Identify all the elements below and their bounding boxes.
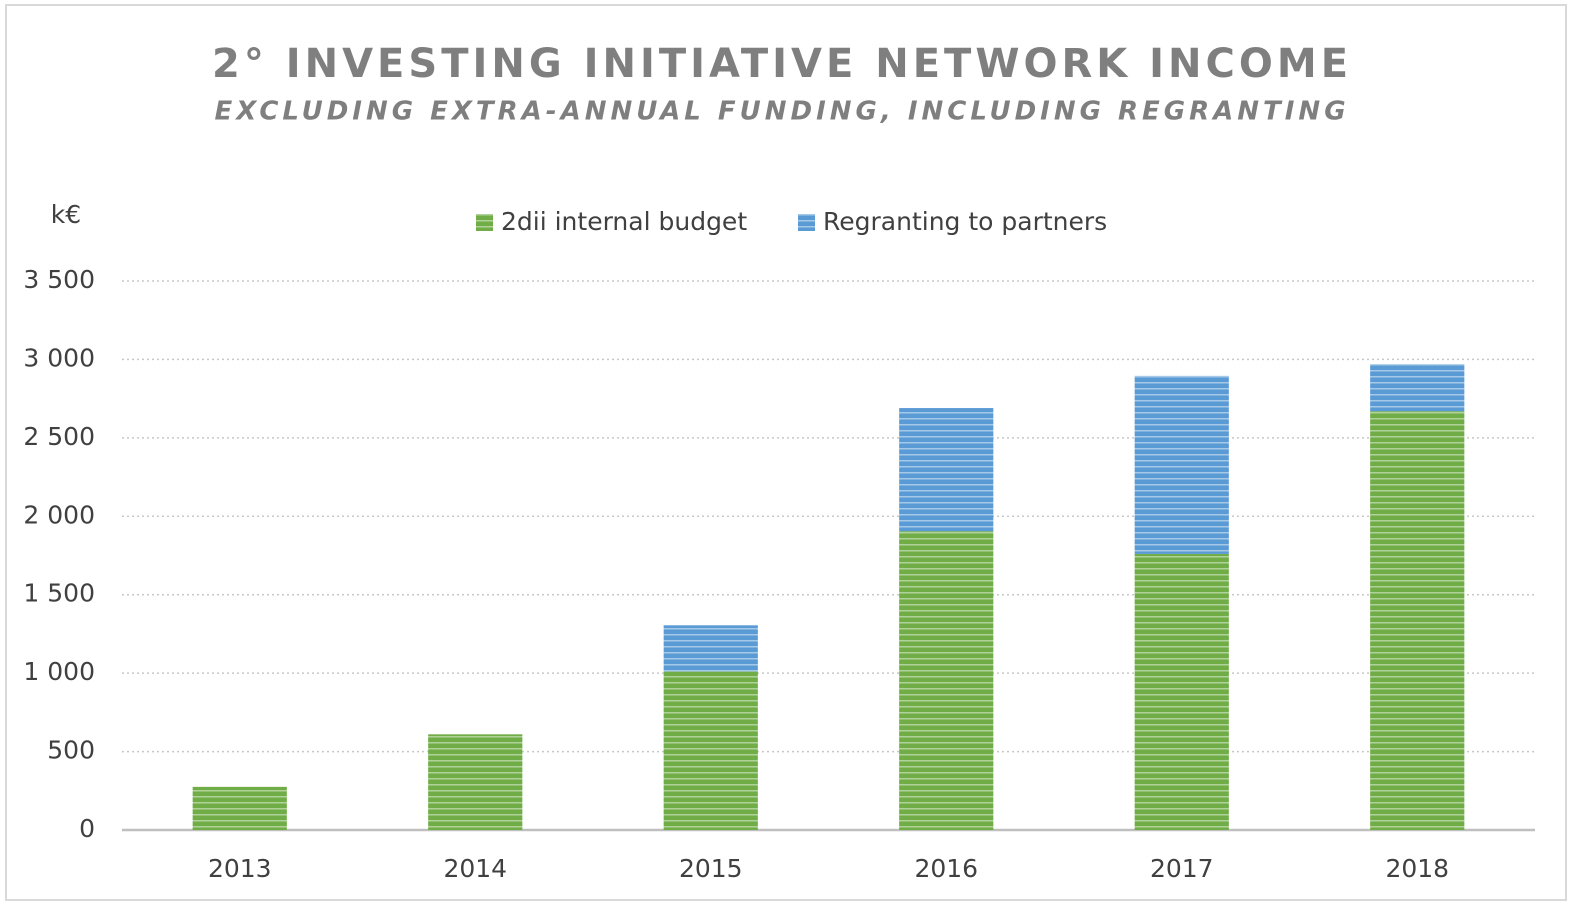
- x-tick-label: 2018: [1385, 854, 1449, 883]
- chart-title: 2° INVESTING INITIATIVE NETWORK INCOME: [212, 41, 1352, 87]
- bar-segment: [1370, 364, 1465, 412]
- bar-segment: [1134, 553, 1229, 830]
- x-tick-label: 2016: [914, 854, 978, 883]
- x-tick-label: 2014: [443, 854, 507, 883]
- y-axis-label: k€: [51, 200, 81, 229]
- y-tick-label: 3 000: [23, 343, 95, 372]
- bar-segment: [899, 531, 994, 830]
- legend-label: 2dii internal budget: [501, 207, 747, 236]
- bar-segment: [663, 671, 758, 830]
- bar-segment: [192, 786, 287, 830]
- bar-segment: [1134, 375, 1229, 554]
- x-tick-label: 2015: [679, 854, 743, 883]
- bar-segment: [663, 625, 758, 672]
- y-tick-label: 2 000: [23, 500, 95, 529]
- y-tick-label: 2 500: [23, 422, 95, 451]
- bar-segment: [428, 734, 523, 830]
- legend-swatch: [476, 214, 493, 231]
- x-tick-label: 2013: [208, 854, 272, 883]
- legend-swatch: [798, 214, 815, 231]
- bar-segment: [1370, 411, 1465, 830]
- chart-frame: [5, 4, 1567, 901]
- y-tick-label: 1 500: [23, 579, 95, 608]
- legend-label: Regranting to partners: [823, 207, 1107, 236]
- y-tick-label: 3 500: [23, 265, 95, 294]
- y-tick-label: 0: [79, 814, 95, 843]
- chart-subtitle: EXCLUDING EXTRA-ANNUAL FUNDING, INCLUDIN…: [214, 97, 1349, 127]
- x-tick-label: 2017: [1150, 854, 1214, 883]
- y-tick-label: 500: [47, 736, 95, 765]
- bar-segment: [899, 408, 994, 532]
- y-tick-label: 1 000: [23, 657, 95, 686]
